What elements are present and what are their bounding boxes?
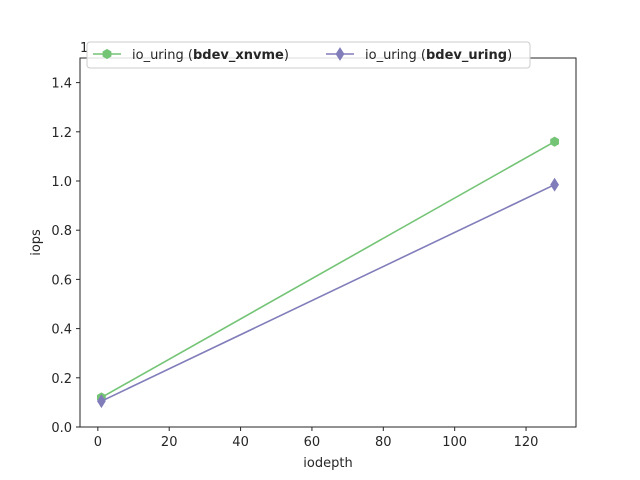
x-tick-label: 80 [375,435,392,450]
series-layer [97,136,559,409]
x-tick-label: 100 [442,435,467,450]
y-axis-title: iops [29,229,44,256]
legend-label: io_uring (bdev_uring) [365,48,512,63]
series-2 [97,177,559,409]
x-tick-label: 20 [161,435,178,450]
legend-entry-2: io_uring (bdev_uring) [326,47,512,63]
x-tick-label: 120 [514,435,539,450]
data-point [97,394,106,409]
x-tick-label: 40 [232,435,249,450]
legend: io_uring (bdev_xnvme) io_uring (bdev_urin… [86,41,531,69]
legend-box [86,41,531,69]
legend-entry-1: io_uring (bdev_xnvme) [93,48,289,63]
y-offset-label: 1 [80,41,88,56]
data-point [550,177,559,192]
data-point [550,136,559,147]
y-tick-label: 1.4 [51,77,72,92]
y-tick-label: 1.2 [51,126,72,141]
legend-marker [102,48,112,60]
x-tick-label: 60 [304,435,321,450]
y-axis: 0.0 0.2 0.4 0.6 0.8 1.0 1.2 1.4 [51,77,80,436]
legend-label: io_uring (bdev_xnvme) [132,48,289,63]
y-tick-label: 0.6 [51,273,72,288]
x-axis: 0 20 40 60 80 100 120 [94,427,539,450]
series-line [101,140,555,399]
x-axis-title: iodepth [303,456,352,471]
y-tick-label: 0.2 [51,372,72,387]
x-tick-label: 0 [94,435,102,450]
y-tick-label: 1.0 [51,175,72,190]
y-tick-label: 0.8 [51,224,72,239]
legend-marker [335,47,345,61]
y-tick-label: 0.0 [51,421,72,436]
y-tick-label: 0.4 [51,323,72,338]
series-line [101,183,555,402]
